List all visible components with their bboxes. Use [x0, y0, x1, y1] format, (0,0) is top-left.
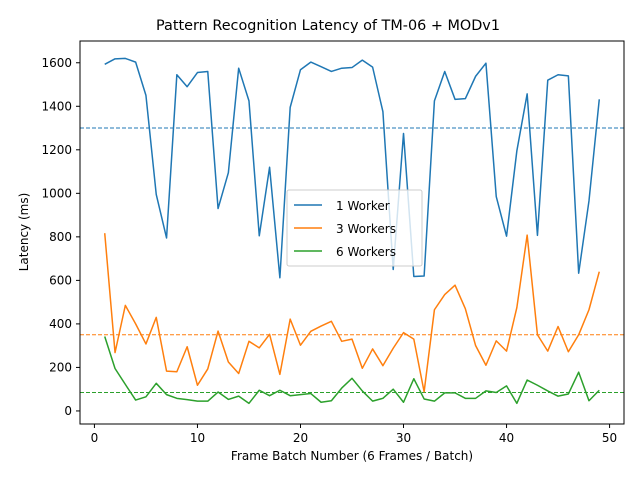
x-axis-title: Frame Batch Number (6 Frames / Batch) [231, 449, 473, 463]
legend-label-1: 1 Worker [336, 199, 390, 213]
y-tick-label: 1600 [41, 56, 72, 70]
reference-lines [80, 127, 624, 393]
legend-box [286, 189, 423, 267]
x-tick-label: 50 [602, 431, 617, 445]
x-tick-label: 10 [190, 431, 205, 445]
series-line-3 [104, 336, 600, 405]
series-line-2 [103, 233, 600, 393]
y-axis: 0 200 400 600 800 1000 1200 1400 1600 [41, 56, 80, 418]
chart-title: Pattern Recognition Latency of TM-06 + M… [156, 18, 500, 34]
plot-area-frame [79, 40, 625, 425]
y-axis-title: Latency (ms) [17, 193, 31, 272]
legend: 1 Worker 3 Workers 6 Workers [286, 189, 423, 267]
y-tick-label: 800 [49, 230, 72, 244]
y-tick-label: 1200 [41, 143, 72, 157]
y-tick-label: 400 [49, 317, 72, 331]
y-tick-label: 1000 [41, 186, 72, 200]
series-line-1 [104, 57, 601, 279]
x-tick-label: 40 [499, 431, 514, 445]
x-tick-label: 30 [396, 431, 411, 445]
y-tick-label: 1400 [41, 99, 72, 113]
legend-label-3: 6 Workers [336, 245, 396, 259]
x-tick-label: 0 [91, 431, 99, 445]
y-tick-label: 600 [49, 273, 72, 287]
y-tick-label: 200 [49, 360, 72, 374]
x-axis: 0 10 20 30 40 50 [91, 424, 617, 445]
legend-label-2: 3 Workers [336, 222, 396, 236]
series-lines [103, 57, 601, 405]
y-tick-label: 0 [64, 404, 72, 418]
x-tick-label: 20 [293, 431, 308, 445]
